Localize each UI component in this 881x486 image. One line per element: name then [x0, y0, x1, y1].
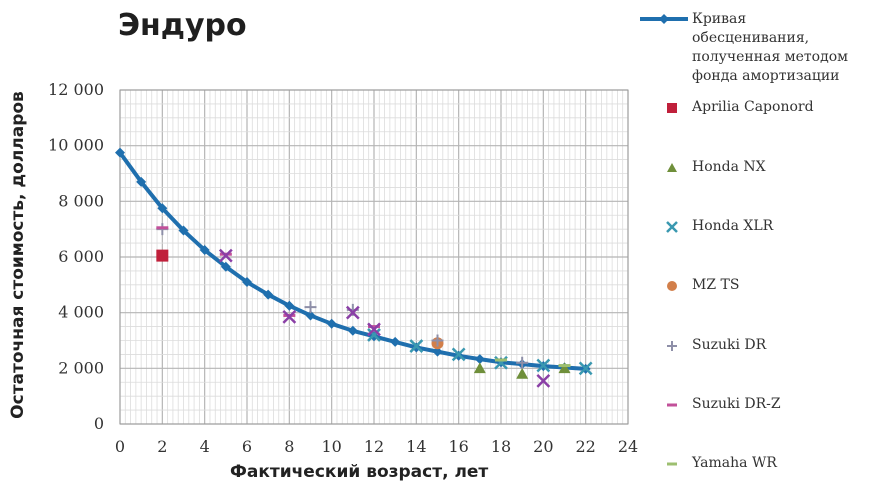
legend-symbol	[666, 221, 678, 233]
curve-point	[305, 310, 316, 321]
legend-item: Honda NX	[636, 158, 766, 178]
legend-item: Honda XLR	[636, 217, 773, 237]
curve-point	[474, 354, 485, 365]
data-point	[367, 328, 381, 342]
legend-label: MZ TS	[692, 277, 740, 293]
legend-marker	[667, 341, 677, 351]
x-tick-label: 14	[406, 437, 426, 456]
plot-frame	[119, 89, 629, 425]
x-tick-label: 16	[448, 437, 468, 456]
data-point	[516, 356, 529, 369]
legend-item: Кривая обесценивания, полученная методом…	[636, 10, 867, 86]
data-point	[473, 362, 486, 374]
legend-item: Suzuki DR	[636, 336, 766, 356]
x-tick-label: 6	[242, 437, 252, 456]
legend-symbol	[667, 281, 677, 291]
data-point	[578, 361, 593, 376]
data-point	[156, 249, 169, 262]
scatter-points	[156, 223, 593, 388]
curve-point	[432, 346, 443, 357]
legend-item: Yamaha WR	[636, 454, 777, 474]
data-point	[345, 305, 360, 320]
legend-symbol	[667, 103, 677, 113]
data-point	[304, 301, 317, 314]
legend-marker	[667, 103, 677, 113]
x-tick-label: 0	[115, 437, 125, 456]
y-tick-label: 8 000	[58, 191, 104, 210]
legend-marker	[666, 221, 678, 233]
curve-point	[157, 203, 168, 214]
legend-marker	[667, 281, 677, 291]
data-point	[282, 309, 297, 324]
legend-label: Yamaha WR	[692, 455, 777, 471]
curve-point	[220, 261, 231, 272]
data-point	[536, 358, 551, 373]
curve-point	[242, 277, 252, 288]
x-tick-label: 22	[575, 437, 595, 456]
x-tick-label: 24	[618, 437, 638, 456]
curve-point	[263, 289, 274, 300]
legend-label: Suzuki DR	[692, 337, 767, 353]
grid	[119, 89, 629, 425]
y-tick-label: 6 000	[58, 247, 104, 266]
curve-point	[326, 318, 337, 329]
data-point	[218, 248, 233, 263]
chart-title: Эндуро	[118, 8, 247, 43]
data-point	[536, 373, 551, 388]
x-tick-label: 10	[321, 437, 341, 456]
data-point	[431, 334, 444, 347]
y-tick-label: 0	[94, 414, 104, 433]
legend-symbol	[640, 14, 688, 24]
legend-label: Кривая обесценивания, полученная методом…	[692, 11, 849, 84]
legend-item: Aprilia Caponord	[636, 98, 814, 118]
curve-point	[136, 176, 147, 187]
x-axis-label: Фактический возраст, лет	[230, 462, 489, 482]
y-tick-label: 2 000	[58, 358, 104, 377]
legend-symbol	[667, 462, 677, 466]
data-point	[558, 362, 571, 374]
curve-point	[347, 325, 358, 336]
curve-point	[115, 147, 125, 158]
data-point	[409, 339, 424, 353]
x-tick-label: 18	[491, 437, 511, 456]
y-tick-label: 10 000	[48, 136, 104, 155]
data-point	[516, 367, 529, 379]
x-tick-label: 20	[533, 437, 553, 456]
curve-point	[199, 245, 210, 256]
legend-item: MZ TS	[636, 276, 739, 296]
legend-symbol	[667, 341, 677, 351]
legend-label: Honda NX	[692, 159, 766, 175]
y-tick-label: 4 000	[58, 303, 104, 322]
legend-label: Suzuki DR-Z	[692, 396, 781, 412]
data-point	[451, 347, 466, 362]
legend-label: Honda XLR	[692, 218, 774, 234]
x-tick-label: 8	[284, 437, 294, 456]
legend-item: Suzuki DR-Z	[636, 395, 781, 415]
curve-point	[390, 336, 401, 347]
x-tick-label: 12	[364, 437, 384, 456]
data-point	[367, 322, 381, 337]
x-tick-label: 4	[200, 437, 210, 456]
curve-point	[284, 300, 295, 311]
y-tick-label: 12 000	[48, 80, 104, 99]
legend-label: Aprilia Caponord	[692, 99, 814, 115]
curve-point	[178, 225, 189, 236]
legend-marker	[659, 14, 669, 24]
legend-marker	[667, 163, 677, 172]
legend-symbol	[667, 163, 677, 172]
x-tick-label: 2	[157, 437, 167, 456]
legend-symbol	[667, 403, 677, 407]
